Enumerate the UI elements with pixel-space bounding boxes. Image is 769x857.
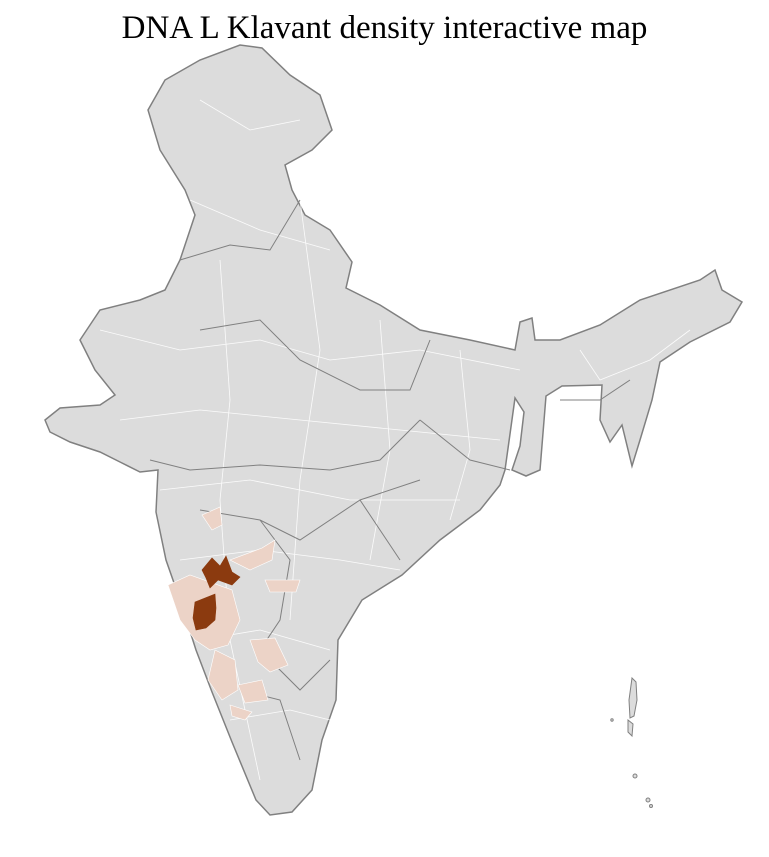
andaman-nicobar-islands[interactable] xyxy=(610,676,653,808)
high-density-district xyxy=(192,593,217,631)
high-density-district xyxy=(201,555,241,589)
state-borders xyxy=(149,199,631,761)
map-title: DNA L Klavant density interactive map xyxy=(121,10,648,46)
high-density-districts[interactable] xyxy=(192,555,241,631)
india-map xyxy=(44,44,744,816)
low-density-districts[interactable] xyxy=(167,506,301,721)
